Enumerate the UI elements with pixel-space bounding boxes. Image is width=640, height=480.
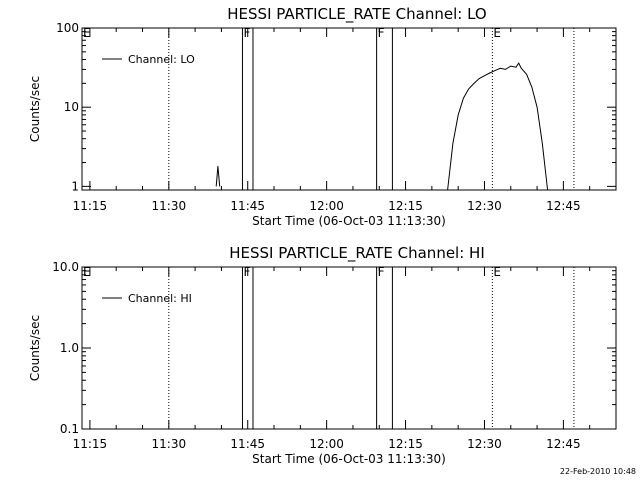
x-tick-label: 12:15 [388, 199, 423, 213]
footer-timestamp: 22-Feb-2010 10:48 [560, 467, 636, 476]
x-tick-label: 12:30 [467, 437, 502, 451]
legend-label: Channel: HI [128, 292, 192, 305]
x-tick-label: 11:15 [73, 199, 108, 213]
series-line-channel-lo [447, 62, 549, 191]
panel-lo: HESSI PARTICLE_RATE Channel: LO 1 10 100 11:… [28, 5, 617, 228]
event-marker-label: E [83, 26, 91, 40]
flag-marker-label: F [378, 26, 385, 40]
flag-marker-label: F [243, 26, 250, 40]
x-tick-label: 12:00 [309, 437, 344, 451]
flag-marker-label: F [378, 265, 385, 279]
x-axis-label: Start Time (06-Oct-03 11:13:30) [252, 214, 446, 228]
y-tick-label: 1.0 [60, 341, 79, 355]
chart-title: HESSI PARTICLE_RATE Channel: HI [229, 244, 485, 263]
x-tick-label: 11:30 [152, 199, 187, 213]
event-marker-label: E [83, 265, 91, 279]
legend-label: Channel: LO [128, 53, 195, 66]
panel-hi: HESSI PARTICLE_RATE Channel: HI 0.1 1.0 10.… [28, 244, 617, 466]
x-tick-label: 11:30 [152, 437, 187, 451]
y-axis-label: Counts/sec [28, 76, 42, 142]
x-tick-label: 12:00 [309, 199, 344, 213]
chart-title: HESSI PARTICLE_RATE Channel: LO [227, 5, 486, 24]
series-line-channel-lo [215, 166, 221, 187]
x-tick-label: 12:15 [388, 437, 423, 451]
y-tick-label: 10 [64, 100, 79, 114]
x-axis-label: Start Time (06-Oct-03 11:13:30) [252, 452, 446, 466]
y-tick-label: 0.1 [60, 422, 79, 436]
y-tick-label: 1 [71, 179, 79, 193]
x-tick-label: 11:45 [230, 437, 265, 451]
y-tick-label: 10.0 [52, 260, 79, 274]
x-tick-label: 12:45 [546, 199, 581, 213]
y-axis-label: Counts/sec [28, 315, 42, 381]
y-tick-label: 100 [56, 21, 79, 35]
x-tick-label: 12:30 [467, 199, 502, 213]
event-marker-label: E [493, 265, 501, 279]
event-marker-label: E [493, 26, 501, 40]
x-tick-label: 12:45 [546, 437, 581, 451]
x-tick-label: 11:45 [230, 199, 265, 213]
flag-marker-label: F [243, 265, 250, 279]
x-tick-label: 11:15 [73, 437, 108, 451]
